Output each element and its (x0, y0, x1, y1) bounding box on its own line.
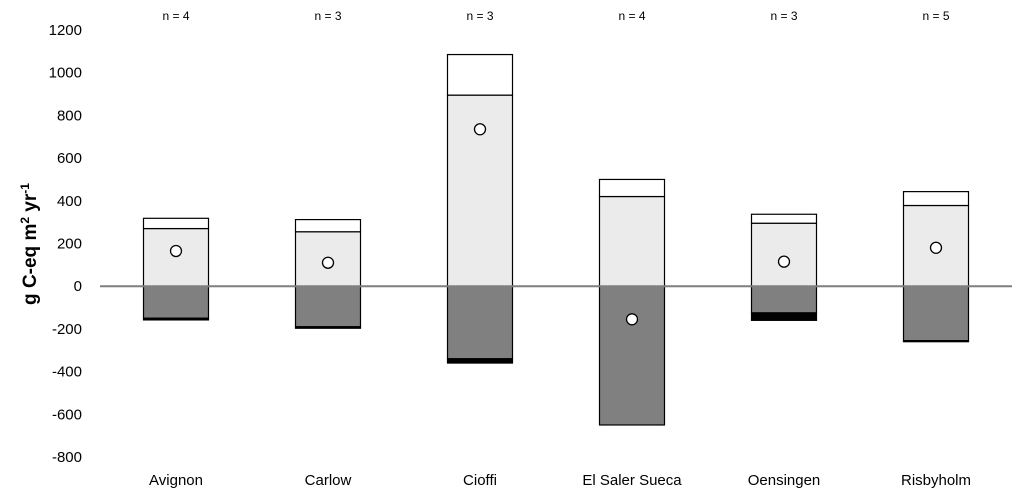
mean-markers (169, 123, 943, 326)
y-axis-ticks: -800 -600 -400 -200 0 200 400 600 800 1000 1200 (49, 22, 82, 466)
category-label: Avignon (149, 472, 203, 489)
negative-bar-main (294, 285, 362, 328)
y-tick-label: -800 (52, 449, 82, 466)
positive-bar-upper (902, 191, 970, 207)
negative-bar-tail (446, 358, 514, 364)
positive-bar-lower (598, 195, 666, 287)
y-tick-label: 0 (74, 278, 82, 295)
category-label: Oensingen (748, 472, 821, 489)
bars (142, 53, 970, 426)
negative-bar-main (446, 285, 514, 360)
positive-bar-upper (446, 53, 514, 96)
y-tick-label: 800 (57, 107, 82, 124)
y-tick-label: -400 (52, 364, 82, 381)
negative-bar-tail (142, 317, 210, 321)
positive-bar-upper (142, 217, 210, 230)
n-annotation: n = 4 (618, 9, 645, 23)
n-annotation: n = 3 (770, 9, 797, 23)
n-annotation: n = 3 (466, 9, 493, 23)
negative-bar-main (902, 285, 970, 342)
mean-point-marker (777, 255, 791, 268)
y-axis-title: g C-eq m2 yr-1 (18, 183, 41, 305)
negative-bar-main (142, 285, 210, 319)
category-labels: Avignon Carlow Cioffi El Saler Sueca Oensing… (149, 472, 971, 489)
y-tick-label: 1000 (49, 65, 82, 82)
n-annotation: n = 5 (922, 9, 949, 23)
mean-point-marker (321, 256, 335, 269)
mean-point-marker (169, 244, 183, 258)
y-tick-label: 1200 (49, 22, 82, 39)
positive-bar-upper (598, 178, 666, 198)
negative-bar-main (598, 285, 666, 426)
n-annotation: n = 3 (314, 9, 341, 23)
negative-bar-main (750, 285, 818, 314)
y-tick-label: -200 (52, 321, 82, 338)
positive-bar-lower (142, 227, 210, 287)
category-label: Risbyholm (901, 472, 971, 489)
negative-bar-tail (294, 326, 362, 329)
y-tick-label: 200 (57, 236, 82, 253)
negative-bar-tail (902, 340, 970, 343)
category-label: El Saler Sueca (582, 472, 682, 489)
category-label: Cioffi (463, 472, 497, 489)
positive-bar-upper (750, 213, 818, 224)
y-tick-label: 400 (57, 193, 82, 210)
n-annotation: n = 4 (162, 9, 189, 23)
n-annotations: n = 4 n = 3 n = 3 n = 4 n = 3 n = 5 (162, 9, 949, 23)
mean-point-marker (625, 313, 639, 326)
mean-point-marker (929, 241, 943, 254)
y-tick-label: -600 (52, 406, 82, 423)
y-tick-label: 600 (57, 150, 82, 167)
positive-bar-upper (294, 218, 362, 233)
mean-point-marker (473, 123, 487, 136)
category-label: Carlow (305, 472, 352, 489)
positive-bar-lower (750, 222, 818, 287)
negative-bar-tail (750, 312, 818, 321)
